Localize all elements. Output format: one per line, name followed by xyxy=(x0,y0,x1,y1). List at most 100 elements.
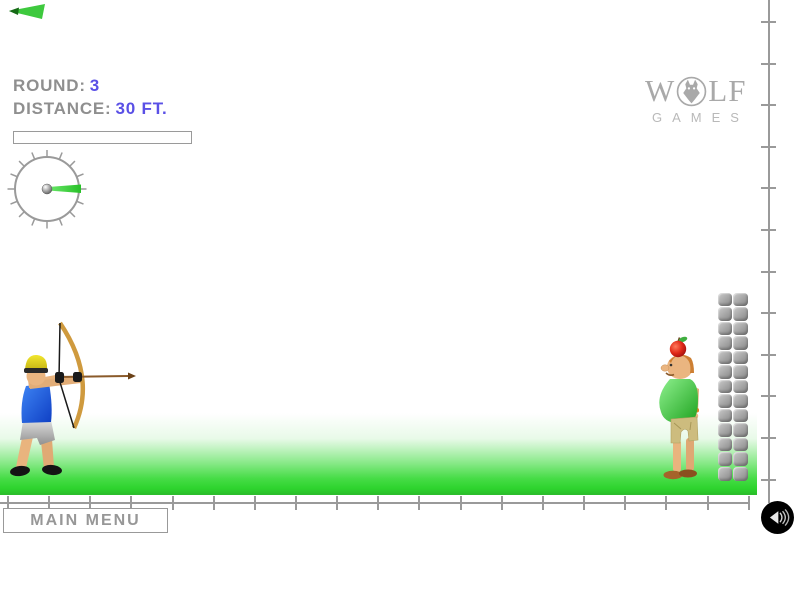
archer-character xyxy=(10,321,136,477)
brick xyxy=(733,437,748,452)
target-shirt xyxy=(659,379,698,423)
ruler-tick xyxy=(624,496,626,510)
brick xyxy=(717,292,732,307)
brick xyxy=(717,452,732,466)
archer-hat xyxy=(25,354,48,370)
gauge-ticks xyxy=(7,150,87,229)
archer-shorts xyxy=(20,420,55,445)
brick xyxy=(717,321,732,336)
distance-value: 30 FT. xyxy=(115,99,168,118)
brick xyxy=(717,350,732,365)
target-eye xyxy=(669,363,673,367)
ruler-tick xyxy=(761,146,776,148)
brick xyxy=(717,379,732,394)
brick xyxy=(733,336,748,350)
logo-subtitle: GAMES xyxy=(652,110,749,125)
brick xyxy=(733,452,748,466)
speaker-waves-icon xyxy=(769,509,790,526)
ruler-tick xyxy=(761,479,776,481)
target-leg xyxy=(686,438,694,471)
brick xyxy=(717,408,732,423)
distance-label: DISTANCE: xyxy=(13,99,112,118)
target-shorts-pocket xyxy=(673,421,692,431)
gauge-ball-icon xyxy=(41,183,53,195)
ruler-tick xyxy=(583,496,585,510)
brick xyxy=(717,423,732,437)
apple xyxy=(669,340,687,358)
target-shoe xyxy=(679,469,697,478)
target-leg xyxy=(673,440,681,472)
main-menu-button[interactable]: MAIN MENU xyxy=(3,508,168,533)
logo-letters-lf: LF xyxy=(708,73,747,108)
ruler-tick xyxy=(707,496,709,510)
brick xyxy=(717,336,732,350)
wolf-head-icon xyxy=(676,76,707,106)
target-mouth xyxy=(665,372,675,377)
archer-front-hand xyxy=(73,372,82,382)
archer-hat-band xyxy=(24,368,48,373)
archer-arm xyxy=(29,375,81,389)
ruler-tick xyxy=(761,229,776,231)
brick xyxy=(733,379,748,394)
brick xyxy=(733,394,748,408)
ruler-tick xyxy=(48,496,50,510)
brick xyxy=(717,365,732,379)
ruler-tick xyxy=(295,496,297,510)
target-shoe xyxy=(663,470,683,480)
brick xyxy=(733,365,748,379)
brick xyxy=(717,307,732,321)
target-nose xyxy=(660,364,670,372)
target-character xyxy=(659,336,699,480)
sound-button[interactable] xyxy=(761,501,794,534)
ruler-tick xyxy=(761,63,776,65)
ruler-tick xyxy=(542,496,544,510)
brick xyxy=(733,292,748,307)
hud-round-line: ROUND: 3 xyxy=(13,74,168,97)
logo-letter-w: W xyxy=(645,73,676,108)
angle-gauge xyxy=(7,150,87,229)
ruler-tick xyxy=(172,496,174,510)
ground xyxy=(0,413,757,495)
ruler-tick xyxy=(761,21,776,23)
archer-leg xyxy=(41,439,54,469)
brick xyxy=(733,321,748,336)
flying-arrow-icon xyxy=(9,4,45,19)
wolf-games-logo: W LF GAMES xyxy=(645,73,760,126)
round-value: 3 xyxy=(89,76,101,95)
ruler-tick xyxy=(7,496,9,510)
green-needle-icon xyxy=(48,184,81,193)
archer-shirt xyxy=(21,383,52,423)
ruler-tick xyxy=(761,395,776,397)
ruler-tick xyxy=(665,496,667,510)
ruler-tick xyxy=(213,496,215,510)
archer-shoe xyxy=(10,465,30,477)
ruler-tick xyxy=(460,496,462,510)
ruler-tick xyxy=(761,271,776,273)
archer-leg xyxy=(16,437,33,468)
ruler-tick xyxy=(761,104,776,106)
hud-distance-line: DISTANCE: 30 FT. xyxy=(13,97,168,120)
ruler-tick xyxy=(761,187,776,189)
target-head xyxy=(667,355,693,379)
ruler-tick xyxy=(418,496,420,510)
archer-rear-hand xyxy=(55,372,64,383)
hud: ROUND: 3 DISTANCE: 30 FT. xyxy=(13,74,168,120)
ruler-tick xyxy=(501,496,503,510)
brick xyxy=(733,307,748,321)
brick xyxy=(717,466,732,481)
ruler-tick xyxy=(761,437,776,439)
brick xyxy=(733,466,748,481)
brick xyxy=(717,437,732,452)
ruler-tick xyxy=(761,354,776,356)
round-label: ROUND: xyxy=(13,76,86,95)
ruler-tick xyxy=(336,496,338,510)
target-shorts xyxy=(670,416,699,444)
arrow-head xyxy=(128,372,136,380)
arrow-shaft xyxy=(56,375,129,378)
ruler-tick xyxy=(130,496,132,510)
vertical-ruler xyxy=(768,0,770,503)
ruler-tick xyxy=(89,496,91,510)
brick xyxy=(733,350,748,365)
ruler-tick xyxy=(377,496,379,510)
